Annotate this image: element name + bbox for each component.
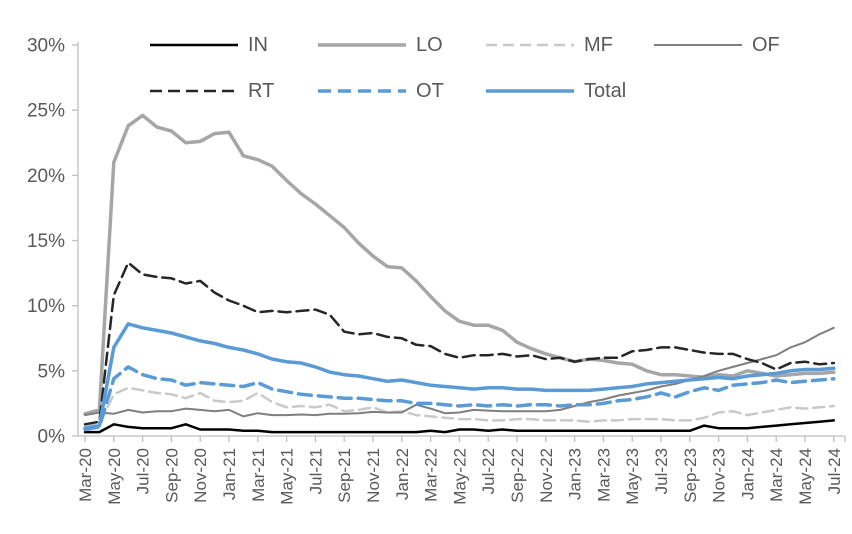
y-axis-label: 5% xyxy=(38,361,66,382)
series-line-rt xyxy=(83,261,836,426)
x-axis-label: Nov-22 xyxy=(537,448,556,503)
x-axis-label: Jan-21 xyxy=(220,448,239,500)
series-line-in xyxy=(83,419,836,434)
x-axis-label: Sep-23 xyxy=(681,448,700,503)
x-axis-label: May-22 xyxy=(450,448,469,505)
x-axis-label: Jul-24 xyxy=(825,448,844,494)
x-axis-label: Nov-23 xyxy=(710,448,729,503)
x-axis-label: May-23 xyxy=(623,448,642,505)
series-line-ot xyxy=(83,365,836,432)
x-axis-label: Jul-22 xyxy=(479,448,498,494)
y-axis-label: 15% xyxy=(27,231,65,252)
series-line-of xyxy=(84,326,835,418)
x-axis-label: May-21 xyxy=(278,448,297,505)
y-axis-label: 30% xyxy=(27,36,65,57)
x-axis-label: Sep-20 xyxy=(162,448,181,503)
x-axis-label: Jul-21 xyxy=(306,448,325,494)
x-axis-label: Mar-23 xyxy=(594,448,613,502)
x-axis-label: Jan-24 xyxy=(738,448,757,500)
x-axis-label: Sep-22 xyxy=(508,448,527,503)
x-axis-label: Mar-21 xyxy=(249,448,268,502)
x-axis-label: Mar-20 xyxy=(76,448,95,502)
x-axis-label: Jan-22 xyxy=(393,448,412,500)
x-axis-label: Mar-22 xyxy=(422,448,441,502)
y-axis-label: 0% xyxy=(38,427,66,448)
x-axis-label: Nov-20 xyxy=(191,448,210,503)
x-axis-label: Mar-24 xyxy=(767,448,786,502)
series-line-mf xyxy=(83,386,836,429)
x-axis-label: Jan-23 xyxy=(566,448,585,500)
y-axis-label: 25% xyxy=(27,101,65,122)
series-line-total xyxy=(83,322,836,430)
x-axis-label: May-20 xyxy=(105,448,124,505)
y-axis-label: 10% xyxy=(27,296,65,317)
x-axis-label: Jul-23 xyxy=(652,448,671,494)
x-axis-label: Sep-21 xyxy=(335,448,354,503)
series-line-lo xyxy=(83,113,836,416)
x-axis-label: Nov-21 xyxy=(364,448,383,503)
x-axis-label: May-24 xyxy=(796,448,815,505)
x-axis-label: Jul-20 xyxy=(134,448,153,494)
y-axis-label: 20% xyxy=(27,166,65,187)
